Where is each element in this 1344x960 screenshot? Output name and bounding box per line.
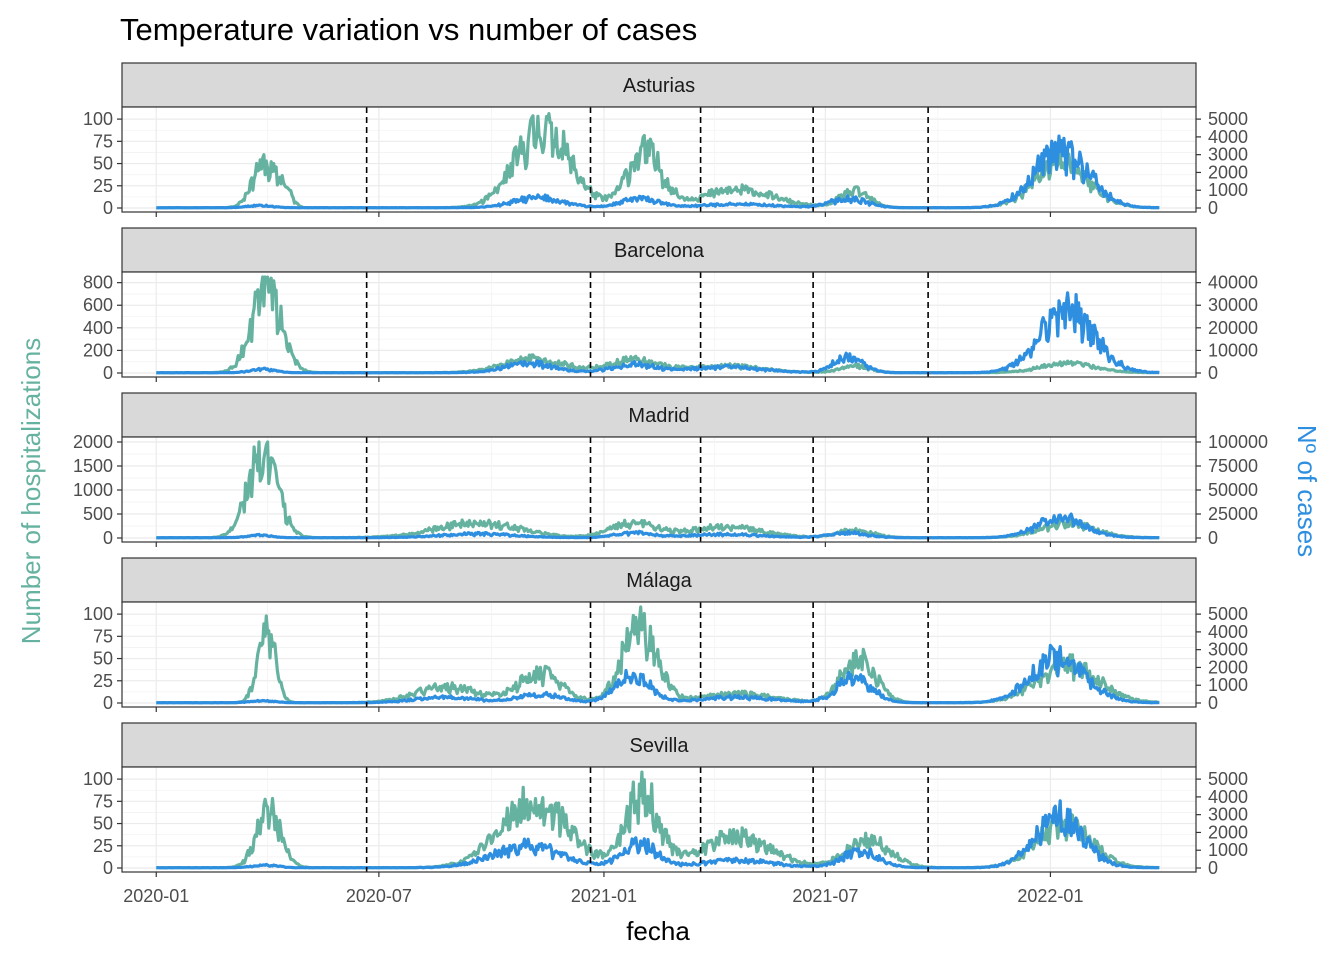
- left-tick-label: 100: [83, 604, 113, 624]
- x-tick-label: 2021-07: [792, 886, 858, 906]
- x-tick-label: 2020-07: [346, 886, 412, 906]
- right-tick-label: 1000: [1208, 180, 1248, 200]
- left-tick-label: 100: [83, 109, 113, 129]
- panel-border: [121, 601, 1197, 708]
- panel-strip: [121, 227, 1197, 273]
- left-tick-label: 1000: [73, 480, 113, 500]
- right-tick-label: 20000: [1208, 318, 1258, 338]
- left-tick-label: 25: [93, 671, 113, 691]
- right-tick-label: 3000: [1208, 805, 1248, 825]
- right-tick-label: 5000: [1208, 109, 1248, 129]
- x-tick-label: 2021-01: [571, 886, 637, 906]
- left-tick-label: 200: [83, 340, 113, 360]
- panel-strip: [121, 62, 1197, 108]
- right-tick-label: 30000: [1208, 295, 1258, 315]
- left-tick-label: 600: [83, 295, 113, 315]
- series-cases: [155, 512, 1160, 540]
- left-tick-label: 75: [93, 791, 113, 811]
- panel-strip: [121, 392, 1197, 438]
- left-tick-label: 0: [103, 858, 113, 878]
- right-tick-label: 4000: [1208, 622, 1248, 642]
- right-tick-label: 0: [1208, 198, 1218, 218]
- chart-title: Temperature variation vs number of cases: [120, 12, 697, 47]
- left-tick-label: 500: [83, 504, 113, 524]
- right-tick-label: 40000: [1208, 273, 1258, 293]
- panel-border: [121, 106, 1197, 213]
- right-tick-label: 4000: [1208, 127, 1248, 147]
- panel-strip-label: Asturias: [623, 75, 695, 97]
- left-tick-label: 0: [103, 198, 113, 218]
- x-axis-title: fecha: [626, 916, 690, 946]
- panel-strip: [121, 557, 1197, 603]
- left-tick-label: 0: [103, 363, 113, 383]
- left-tick-label: 50: [93, 154, 113, 174]
- right-tick-label: 0: [1208, 363, 1218, 383]
- left-tick-label: 2000: [73, 432, 113, 452]
- right-tick-label: 0: [1208, 858, 1218, 878]
- left-tick-label: 25: [93, 176, 113, 196]
- right-tick-label: 2000: [1208, 162, 1248, 182]
- right-tick-label: 0: [1208, 528, 1218, 548]
- x-tick-label: 2022-01: [1017, 886, 1083, 906]
- right-axis-title: Nº of cases: [1292, 425, 1322, 557]
- right-tick-label: 4000: [1208, 787, 1248, 807]
- right-tick-label: 2000: [1208, 822, 1248, 842]
- series-cases: [155, 291, 1160, 375]
- panel-strip: [121, 722, 1197, 768]
- panel-sevilla: Sevilla025507510001000200030004000500020…: [83, 722, 1248, 906]
- x-tick-label: 2020-01: [123, 886, 189, 906]
- right-tick-label: 1000: [1208, 675, 1248, 695]
- left-tick-label: 50: [93, 814, 113, 834]
- series-cases: [155, 643, 1160, 705]
- right-tick-label: 3000: [1208, 145, 1248, 165]
- left-tick-label: 100: [83, 769, 113, 789]
- right-tick-label: 75000: [1208, 456, 1258, 476]
- right-tick-label: 5000: [1208, 604, 1248, 624]
- left-tick-label: 400: [83, 318, 113, 338]
- panel-strip-label: Málaga: [626, 570, 692, 592]
- left-tick-label: 75: [93, 626, 113, 646]
- left-tick-label: 1500: [73, 456, 113, 476]
- right-tick-label: 10000: [1208, 340, 1258, 360]
- panel-strip-label: Madrid: [628, 405, 689, 427]
- right-tick-label: 5000: [1208, 769, 1248, 789]
- left-axis-title: Number of hospitalizations: [16, 338, 46, 644]
- panel-border: [121, 271, 1197, 378]
- right-tick-label: 25000: [1208, 504, 1258, 524]
- left-tick-label: 0: [103, 693, 113, 713]
- left-tick-label: 75: [93, 131, 113, 151]
- left-tick-label: 0: [103, 528, 113, 548]
- left-tick-label: 800: [83, 273, 113, 293]
- right-tick-label: 0: [1208, 693, 1218, 713]
- panel-madrid: Madrid 0 500 1000 1500 2000 0 25000 50000 75000 10…: [73, 392, 1268, 548]
- series-cases: [155, 134, 1160, 210]
- left-tick-label: 50: [93, 649, 113, 669]
- panel-strip-label: Sevilla: [630, 735, 690, 757]
- right-tick-label: 50000: [1208, 480, 1258, 500]
- panel-border: [121, 766, 1197, 873]
- right-tick-label: 3000: [1208, 640, 1248, 660]
- series-cases: [155, 799, 1160, 870]
- left-tick-label: 25: [93, 836, 113, 856]
- right-tick-label: 2000: [1208, 657, 1248, 677]
- right-tick-label: 100000: [1208, 432, 1268, 452]
- right-tick-label: 1000: [1208, 840, 1248, 860]
- panel-strip-label: Barcelona: [614, 240, 705, 262]
